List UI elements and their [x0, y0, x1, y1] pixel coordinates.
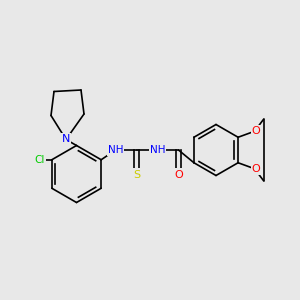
Text: NH: NH: [108, 145, 123, 155]
Text: O: O: [252, 164, 260, 174]
Text: O: O: [252, 126, 260, 136]
Text: S: S: [133, 169, 140, 180]
Text: N: N: [62, 134, 70, 145]
Text: Cl: Cl: [34, 155, 45, 165]
Text: NH: NH: [150, 145, 165, 155]
Text: O: O: [174, 169, 183, 180]
